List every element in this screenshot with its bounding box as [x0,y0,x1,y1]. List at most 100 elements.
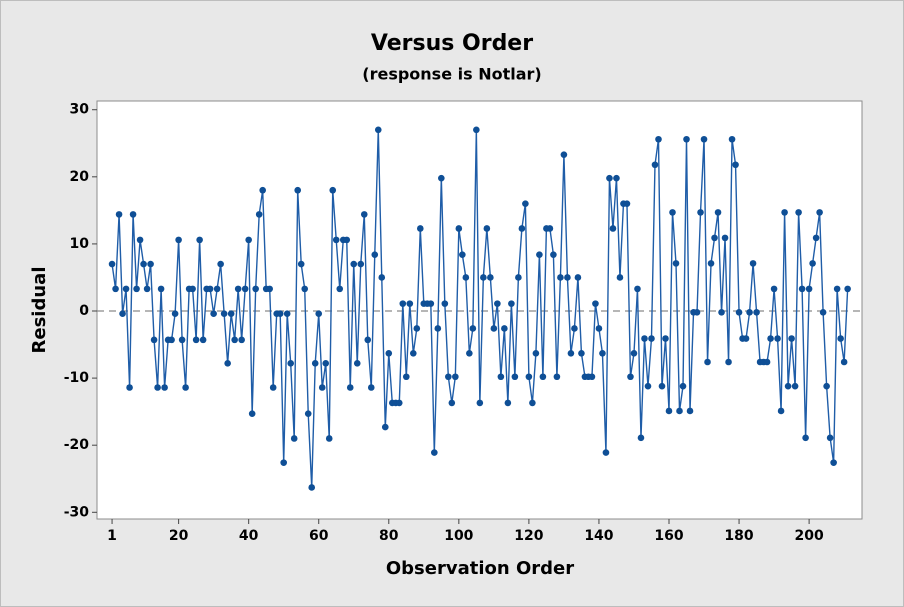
data-point [763,358,771,366]
data-point [777,407,785,415]
data-point [840,358,848,366]
data-point [539,373,547,381]
data-point [536,251,543,258]
data-point [175,236,182,244]
data-point [788,335,795,342]
data-point [311,360,319,367]
data-point [434,325,442,332]
data-point [830,459,837,466]
data-point [704,358,711,366]
data-point [802,434,809,442]
data-point [826,434,834,442]
data-point [357,260,365,268]
data-point [448,399,456,407]
data-point [529,399,536,407]
data-point [595,325,603,332]
x-tick-label: 120 [514,528,543,544]
data-point [812,234,820,242]
data-point [532,349,540,357]
data-point [318,384,326,391]
data-point [798,285,806,293]
data-point [679,382,687,390]
data-point [553,373,561,381]
data-point [364,336,372,344]
data-point [602,449,610,456]
data-point [140,260,147,268]
data-point [644,382,652,390]
data-point [662,335,669,342]
data-point [655,135,662,143]
data-point [220,310,228,317]
data-point [676,407,683,415]
data-point [550,251,557,258]
data-point [784,382,792,390]
data-point [627,373,634,381]
data-point [658,382,666,390]
data-point [224,360,231,367]
data-point [367,384,375,391]
data-point [259,186,266,194]
data-point [728,135,736,143]
chart-title: Versus Order [371,31,533,56]
data-point [269,384,277,391]
data-point [697,209,704,216]
data-point [308,484,316,491]
x-tick-label: 160 [654,528,683,544]
data-point [476,399,484,407]
data-point [119,310,126,317]
data-point [385,349,393,357]
data-point [350,260,358,268]
data-point [564,274,571,281]
data-point [490,325,498,332]
data-point [399,300,407,307]
data-point [707,260,715,267]
data-point [360,211,368,218]
data-point [693,309,701,316]
data-point [238,336,245,344]
data-point [192,336,200,344]
x-tick-label: 100 [444,528,473,544]
data-point [378,274,386,281]
data-point [199,336,207,344]
data-point [711,234,718,242]
data-point [126,384,133,391]
data-point [809,260,816,267]
data-point [613,174,620,182]
data-point [721,234,729,242]
data-point [648,335,655,342]
data-point [161,384,168,391]
data-point [248,410,256,417]
data-point [606,174,613,182]
data-point [494,300,501,307]
x-tick-label: 80 [379,528,399,544]
data-point [210,310,217,317]
data-point [252,285,259,293]
data-point [417,225,424,232]
data-point [669,209,676,216]
y-tick-label: 30 [70,102,90,118]
data-point [833,285,841,293]
data-point [567,349,575,357]
data-point [592,300,599,307]
data-point [381,423,389,431]
data-point [616,274,624,281]
data-point [266,285,273,293]
data-point [683,135,690,143]
data-point [343,236,351,244]
data-point [634,285,641,293]
data-point [753,309,760,316]
y-tick-label: 0 [79,303,89,319]
data-point [483,225,491,232]
data-point [112,285,119,293]
data-point [578,349,585,357]
data-point [115,211,123,218]
data-point [294,186,302,194]
data-point [630,349,638,357]
data-point [283,310,291,317]
data-point [329,186,337,194]
data-point [315,310,323,317]
data-point [651,161,659,169]
data-point [108,260,116,268]
data-point [336,285,344,293]
data-point [406,300,414,307]
